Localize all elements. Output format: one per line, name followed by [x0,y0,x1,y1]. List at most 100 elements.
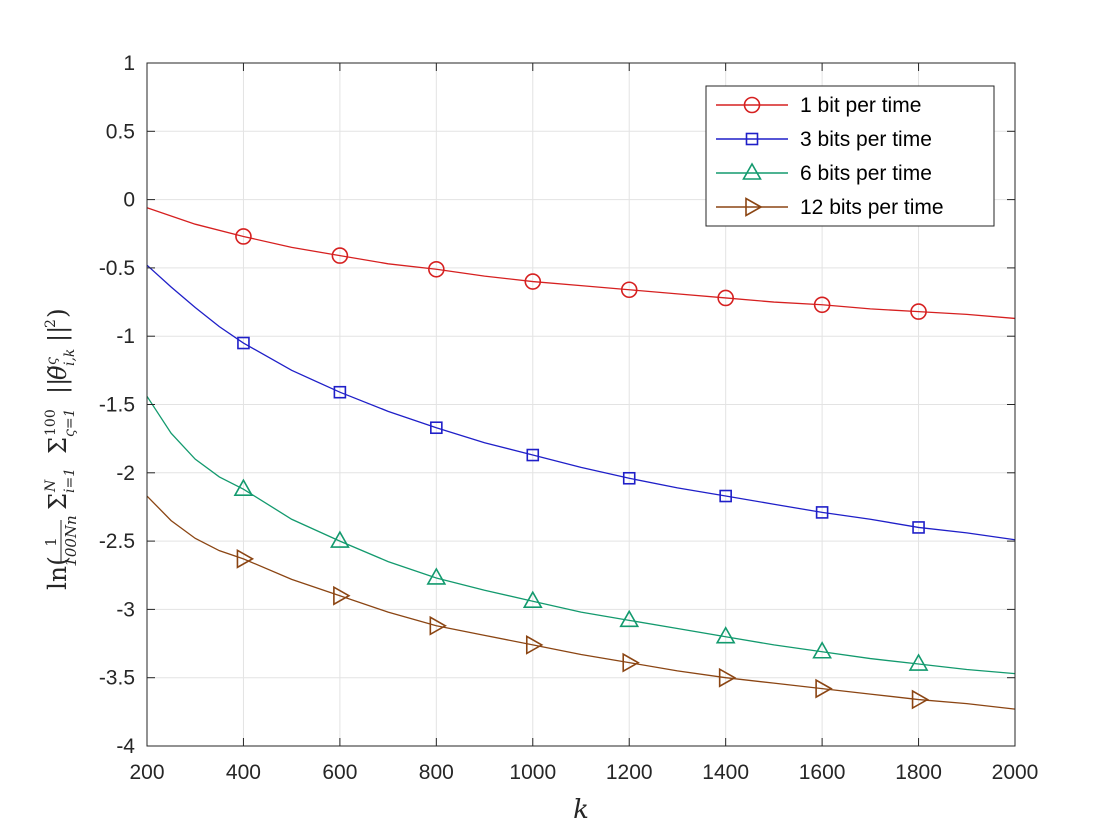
y-tick-label: -4 [116,735,135,758]
x-tick-label: 400 [226,761,261,784]
y-label-square: 2 [43,319,59,328]
x-axis-label: k [573,795,589,825]
legend-entry: 6 bits per time [716,162,932,185]
y-label-ln-text: ln( [43,556,72,590]
series-marker [233,478,254,496]
series-marker [622,652,640,673]
series-marker [333,585,351,606]
series-marker [430,421,443,435]
svg-text:2: 2 [43,319,59,328]
series-marker [812,641,832,659]
series-marker [236,548,255,569]
svg-text:ς=1: ς=1 [62,409,78,437]
x-tick-label: 800 [419,761,454,784]
y-tick-label: -1 [116,325,135,348]
svg-text:1: 1 [42,537,60,547]
series-marker [429,615,447,636]
series-marker [718,667,737,688]
y-tick-label: 0.5 [106,120,135,143]
y-axis-formula: ln( 1 100Nn Σ N i=1 Σ 100 ς=1 || θ̃ [42,308,80,590]
series-marker [330,530,350,548]
series-marker [908,653,929,671]
series-line [146,264,1016,541]
y-tick-label: -0.5 [99,257,135,280]
y-label-sum2-sub: ς=1 [62,409,78,437]
x-tick-label: 2000 [992,761,1039,784]
y-label-sum1: Σ [44,493,72,510]
y-label-theta-sub: i,k [62,349,78,366]
svg-text:100: 100 [43,409,59,436]
series-3 [146,395,1016,675]
y-tick-label: 0 [123,189,135,212]
legend-marker [742,162,762,180]
svg-text:): ) [43,308,72,318]
series-marker [522,590,543,609]
svg-text:N: N [43,479,59,493]
legend-marker [745,132,759,146]
series-marker [622,471,636,485]
y-tick-label: -2 [116,462,135,485]
series-marker [428,260,445,278]
y-label-sum1-sup: N [43,479,59,493]
svg-text:||: || [44,326,73,342]
series-marker [524,273,542,290]
series-line [146,207,1016,320]
y-label-norm-open: || [44,378,73,394]
svg-text:Σ: Σ [44,493,72,510]
y-label-close: ) [43,308,72,318]
x-tick-label: 200 [129,761,164,784]
series-marker [910,303,927,320]
series-marker [911,689,930,710]
series-marker [719,489,732,503]
y-label-frac-den: 100Nn [62,515,80,566]
svg-text:||: || [44,378,73,394]
legend-label: 6 bits per time [800,162,932,185]
legend: 1 bit per time 3 bits per time 6 bits per … [705,85,995,227]
svg-text:ς: ς [44,357,60,365]
series-marker [333,385,347,399]
legend-marker [743,96,761,114]
series-marker [426,567,447,585]
series-marker [815,506,829,519]
legend-label: 12 bits per time [800,196,944,219]
svg-text:i,k: i,k [62,349,78,366]
series-marker [620,281,638,299]
x-tick-label: 1000 [509,761,556,784]
legend-marker [745,197,763,217]
y-label-sum2-sup: 100 [43,409,59,436]
y-label-frac-num: 1 [42,537,60,547]
legend-label: 1 bit per time [800,94,921,117]
series-marker [813,296,831,314]
series-line [146,495,1016,710]
y-label-theta: θ̃ [44,365,72,380]
x-tick-label: 1600 [799,761,846,784]
ticks: 200 400 600 800 1000 1200 1400 1600 1800 2000 1 0.5… [99,52,1039,784]
legend-entry: 3 bits per time [716,128,932,151]
y-tick-label: -3.5 [99,667,135,690]
svg-text:100Nn: 100Nn [62,515,80,566]
legend-entry: 1 bit per time [716,94,921,117]
y-label-sum1-sub: i=1 [62,468,78,493]
x-tick-label: 1200 [606,761,653,784]
svg-text:ln(: ln( [43,556,72,590]
series-marker [715,626,736,644]
series-marker [525,635,544,655]
svg-text:θ̃: θ̃ [44,365,72,380]
y-label-norm-close: || [44,326,73,342]
y-tick-label: -2.5 [99,530,135,553]
x-tick-label: 600 [322,761,357,784]
series-marker [235,228,252,245]
series-marker [912,521,925,534]
series-marker [237,336,250,350]
svg-text:i=1: i=1 [62,468,78,493]
y-tick-label: -1.5 [99,394,135,417]
series-2 [146,264,1016,541]
series-line [146,395,1016,675]
x-tick-label: 1400 [702,761,749,784]
y-label-theta-sup: ς [44,357,60,365]
y-tick-label: -3 [116,598,135,621]
series-1 [146,207,1016,320]
series-lines [146,207,1016,710]
series-marker [815,678,833,699]
